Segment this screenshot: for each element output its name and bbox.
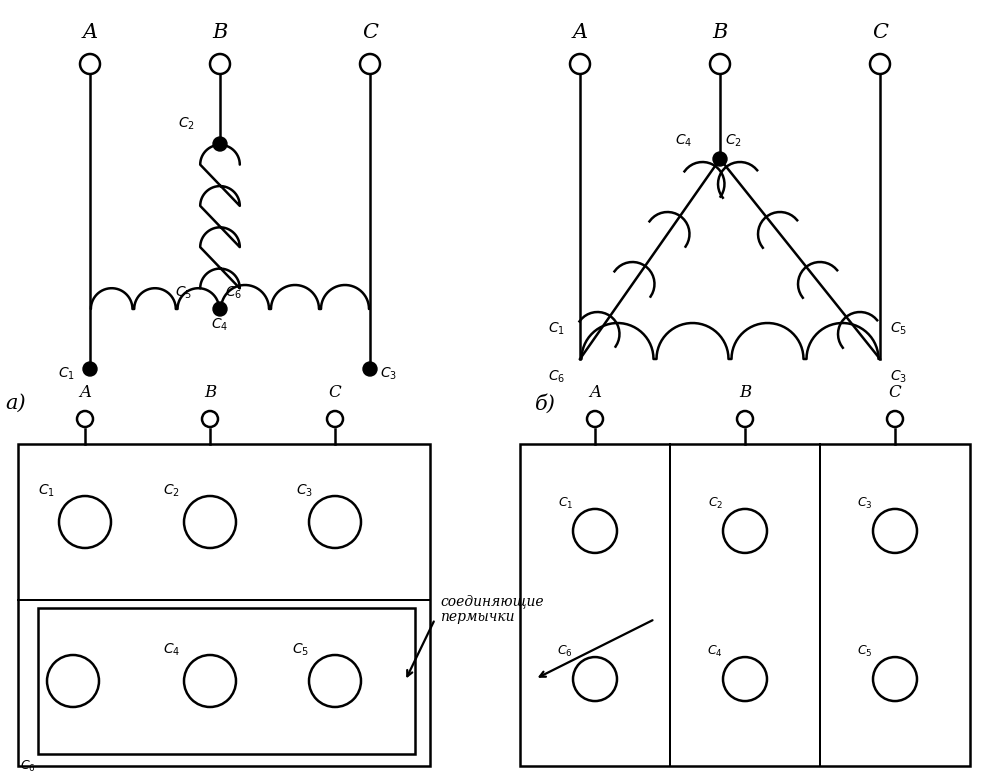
Text: $C_6$: $C_6$	[20, 759, 36, 774]
Text: A: A	[79, 384, 91, 401]
Text: A: A	[589, 384, 601, 401]
Bar	[520, 444, 970, 766]
Text: $C_1$: $C_1$	[558, 496, 573, 511]
Text: а): а)	[5, 394, 26, 413]
Text: $C_6$: $C_6$	[548, 369, 565, 385]
Text: $C_2$: $C_2$	[163, 483, 180, 499]
Circle shape	[713, 152, 727, 166]
Circle shape	[83, 362, 97, 376]
Text: $C_2$: $C_2$	[708, 496, 723, 511]
Text: B: B	[712, 23, 728, 42]
Circle shape	[213, 302, 227, 316]
Text: $C_4$: $C_4$	[211, 317, 229, 334]
Text: C: C	[889, 384, 901, 401]
Text: C: C	[329, 384, 341, 401]
Text: $C_1$: $C_1$	[58, 366, 75, 382]
Text: $C_2$: $C_2$	[178, 115, 195, 132]
Text: $C_5$: $C_5$	[857, 644, 873, 659]
Text: $C_2$: $C_2$	[725, 132, 742, 149]
Text: соединяющие
пермычки: соединяющие пермычки	[440, 594, 544, 624]
Text: B: B	[204, 384, 216, 401]
Bar	[38, 608, 415, 754]
Circle shape	[363, 362, 377, 376]
Text: $C_5$: $C_5$	[292, 642, 309, 658]
Text: C: C	[872, 23, 888, 42]
Text: A: A	[82, 23, 98, 42]
Text: $C_3$: $C_3$	[380, 366, 397, 382]
Text: C: C	[362, 23, 378, 42]
Text: $C_1$: $C_1$	[548, 320, 565, 337]
Text: $C_5$: $C_5$	[175, 285, 192, 301]
Text: $C_3$: $C_3$	[890, 369, 907, 385]
Text: б): б)	[535, 394, 556, 414]
Text: $C_3$: $C_3$	[296, 483, 313, 499]
Circle shape	[213, 137, 227, 151]
Text: $C_4$: $C_4$	[163, 642, 180, 658]
Text: $C_5$: $C_5$	[890, 320, 907, 337]
Text: $C_6$: $C_6$	[225, 285, 242, 301]
Text: $C_6$: $C_6$	[557, 644, 573, 659]
Text: $C_4$: $C_4$	[675, 132, 692, 149]
Text: B: B	[212, 23, 228, 42]
Bar	[18, 444, 430, 766]
Text: B: B	[739, 384, 751, 401]
Text: $C_4$: $C_4$	[707, 644, 723, 659]
Text: A: A	[572, 23, 588, 42]
Text: $C_1$: $C_1$	[38, 483, 55, 499]
Text: $C_3$: $C_3$	[857, 496, 873, 511]
